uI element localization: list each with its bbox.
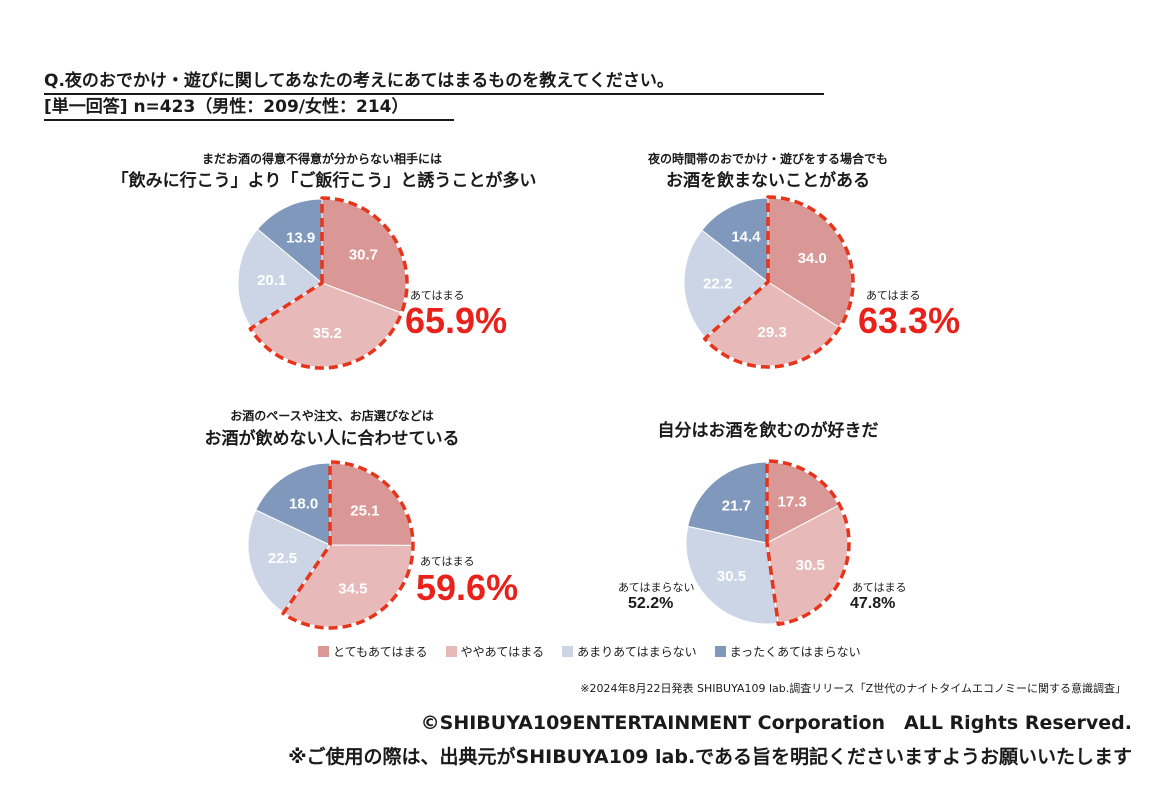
legend-swatch-3 bbox=[562, 646, 574, 657]
chart4-callout2-value: 52.2% bbox=[628, 595, 674, 612]
chart4-callout-label: あてはまる bbox=[852, 581, 907, 594]
usage-notice: ※ご使用の際は、出典元がSHIBUYA109 lab.である旨を明記くださいます… bbox=[288, 746, 1132, 768]
chart3-title: お酒が飲めない人に合わせている bbox=[204, 429, 460, 449]
pie1-value-label-3: 20.1 bbox=[257, 272, 286, 289]
pie1-slice-3 bbox=[237, 228, 323, 329]
legend-item-2: ややあてはまる bbox=[445, 643, 545, 660]
pie1-slice-4 bbox=[256, 198, 323, 285]
legend-label-4: まったくあてはまらない bbox=[729, 645, 861, 659]
pie-chart-3: 25.1 34.5 22.5 18.0 bbox=[247, 460, 415, 630]
chart1-subtitle: まだお酒の得意不得意が分からない相手には bbox=[201, 152, 443, 166]
sample-text: [単一回答] n=423（男性：209/女性：214） bbox=[44, 97, 409, 117]
pie1-value-label-1: 30.7 bbox=[349, 246, 378, 263]
chart2-callout-label: あてはまる bbox=[866, 289, 921, 302]
pie1-value-label-4: 13.9 bbox=[286, 229, 315, 246]
legend-item-1: とてもあてはまる bbox=[318, 643, 428, 660]
pie2-value-label-1: 34.0 bbox=[798, 250, 827, 267]
pie2-value-label-4: 14.4 bbox=[731, 229, 761, 246]
pie3-value-label-2: 34.5 bbox=[338, 581, 367, 598]
sample-underline bbox=[44, 119, 454, 121]
legend-label-3: あまりあてはまらない bbox=[577, 645, 697, 659]
pie4-value-label-3: 30.5 bbox=[717, 568, 746, 585]
chart2-title: お酒を飲まないことがある bbox=[666, 171, 870, 191]
legend-swatch-4 bbox=[714, 646, 726, 657]
pie2-slice-3 bbox=[683, 229, 769, 339]
pie2-slice-4 bbox=[701, 197, 769, 284]
pie-chart-2: 34.0 29.3 22.2 14.4 bbox=[683, 195, 855, 369]
source-note: ※2024年8月22日発表 SHIBUYA109 lab.調査リリース「Z世代の… bbox=[580, 682, 1126, 695]
legend-label-2: ややあてはまる bbox=[460, 645, 545, 659]
chart3-callout-label: あてはまる bbox=[420, 555, 475, 568]
pie3-value-label-3: 22.5 bbox=[268, 550, 297, 567]
pie3-value-label-1: 25.1 bbox=[350, 502, 379, 519]
pie-chart-1: 30.7 35.2 20.1 13.9 bbox=[237, 196, 409, 370]
pie2-highlight-outline bbox=[702, 195, 855, 369]
chart2-callout-value: 63.3% bbox=[858, 300, 961, 341]
chart3-callout-value: 59.6% bbox=[416, 567, 519, 608]
pie4-slice-3 bbox=[685, 525, 779, 625]
pie1-value-label-2: 35.2 bbox=[313, 325, 342, 342]
chart4-title: 自分はお酒を飲むのが好きだ bbox=[657, 421, 879, 441]
pie-chart-4: 17.3 30.5 30.5 21.7 bbox=[685, 459, 851, 626]
pie4-value-label-2: 30.5 bbox=[796, 557, 825, 574]
copyright-text: ©SHIBUYA109ENTERTAINMENT Corporation ALL… bbox=[420, 712, 1132, 734]
chart4-callout2-label: あてはまらない bbox=[618, 581, 695, 594]
legend: とてもあてはまる ややあてはまる あまりあてはまらない まったくあてはまらない bbox=[318, 643, 861, 660]
legend-swatch-1 bbox=[318, 646, 329, 657]
legend-item-3: あまりあてはまらない bbox=[562, 643, 697, 660]
pie3-highlight-outline bbox=[281, 460, 415, 630]
chart1-callout-label: あてはまる bbox=[410, 289, 465, 302]
pie4-value-label-4: 21.7 bbox=[722, 497, 751, 514]
legend-label-1: とてもあてはまる bbox=[333, 645, 428, 659]
pie4-value-label-1: 17.3 bbox=[778, 493, 807, 510]
pie3-slice-2 bbox=[283, 544, 413, 628]
pie3-slice-4 bbox=[255, 462, 331, 546]
legend-swatch-2 bbox=[445, 646, 457, 657]
question-text: Q.夜のおでかけ・遊びに関してあなたの考えにあてはまるものを教えてください。 bbox=[44, 71, 674, 91]
chart3-subtitle: お酒のペースや注文、お店選びなどは bbox=[230, 409, 434, 423]
chart1-title: 「飲みに行こう」より「ご飯行こう」と誘うことが多い bbox=[111, 171, 537, 191]
pie4-slice-4 bbox=[687, 461, 768, 544]
chart1-callout-value: 65.9% bbox=[405, 300, 508, 341]
pie1-highlight-outline bbox=[248, 196, 409, 370]
legend-item-4: まったくあてはまらない bbox=[714, 643, 861, 660]
question-underline bbox=[44, 93, 824, 95]
pie2-value-label-2: 29.3 bbox=[758, 324, 787, 341]
pie3-value-label-4: 18.0 bbox=[289, 495, 318, 512]
pie4-highlight-outline bbox=[765, 459, 851, 626]
chart4-callout-value: 47.8% bbox=[850, 595, 896, 612]
pie2-value-label-3: 22.2 bbox=[703, 276, 732, 293]
chart2-subtitle: 夜の時間帯のおでかけ・遊びをする場合でも bbox=[647, 152, 889, 166]
